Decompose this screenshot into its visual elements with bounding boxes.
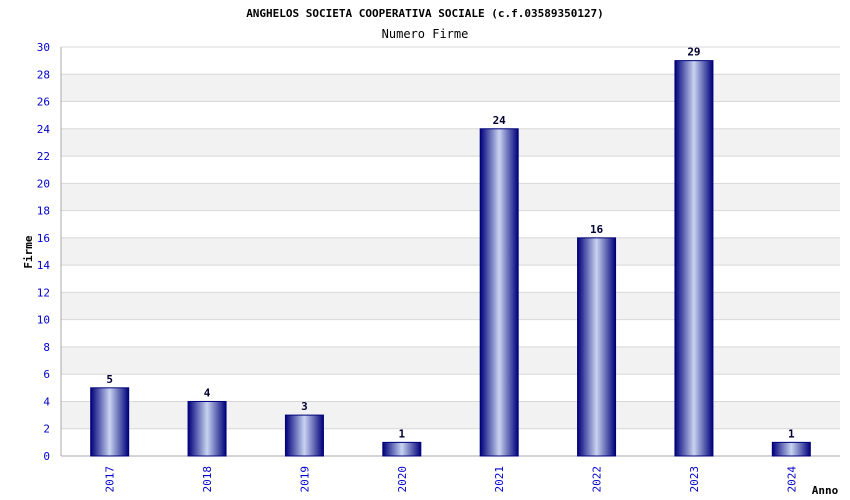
y-axis-title: Firme: [22, 235, 35, 268]
y-tick-label: 18: [37, 205, 50, 218]
bar: [187, 400, 227, 457]
bar: [479, 128, 519, 457]
x-tick-label: 2021: [493, 466, 506, 493]
value-labels: 5 4 3 1 24 16 29 1: [106, 46, 795, 441]
bars: [90, 60, 811, 457]
grid-band: [61, 74, 840, 102]
x-tick-label: 2018: [201, 466, 214, 493]
value-label: 29: [687, 46, 700, 59]
y-tick-label: 8: [43, 341, 50, 354]
y-tick-label: 10: [37, 314, 50, 327]
y-tick-label: 6: [43, 368, 50, 381]
chart-title: ANGHELOS SOCIETA COOPERATIVA SOCIALE (c.…: [246, 7, 604, 20]
x-tick-label: 2024: [785, 466, 798, 493]
bar: [577, 237, 617, 457]
grid-bands: [61, 74, 840, 429]
x-tick-label: 2017: [104, 466, 117, 493]
x-tick-label: 2020: [396, 466, 409, 493]
x-tick-label: 2019: [298, 466, 311, 493]
grid-band: [61, 128, 840, 157]
chart-subtitle: Numero Firme: [382, 27, 469, 41]
y-tick-label: 20: [37, 177, 50, 190]
x-tick-labels: 2017 2018 2019 2020 2021 2022 2023 2024: [104, 466, 799, 493]
y-tick-label: 12: [37, 286, 50, 299]
y-tick-label: 24: [37, 123, 51, 136]
y-tick-label: 28: [37, 68, 50, 81]
bar: [674, 60, 714, 457]
value-label: 1: [399, 427, 406, 440]
y-tick-label: 30: [37, 41, 50, 54]
bar: [284, 414, 324, 457]
y-tick-label: 14: [37, 259, 51, 272]
bar: [771, 441, 811, 457]
value-label: 1: [788, 427, 795, 440]
x-axis-title: Anno: [812, 484, 839, 497]
grid-band: [61, 237, 840, 266]
y-tick-label: 0: [43, 450, 50, 463]
value-label: 16: [590, 223, 604, 236]
x-tick-label: 2022: [591, 466, 604, 493]
value-label: 4: [204, 386, 211, 399]
bar: [382, 441, 422, 457]
value-label: 24: [493, 114, 507, 127]
x-tick-label: 2023: [688, 466, 701, 493]
grid-band: [61, 401, 840, 429]
grid-band: [61, 346, 840, 375]
value-label: 5: [106, 373, 113, 386]
value-label: 3: [301, 400, 308, 413]
y-tick-label: 16: [37, 232, 50, 245]
y-tick-label: 2: [43, 423, 50, 436]
y-tick-label: 26: [37, 96, 50, 109]
grid-band: [61, 183, 840, 211]
grid-band: [61, 292, 840, 320]
bar: [90, 387, 130, 457]
y-tick-label: 22: [37, 150, 50, 163]
y-tick-label: 4: [43, 395, 50, 408]
